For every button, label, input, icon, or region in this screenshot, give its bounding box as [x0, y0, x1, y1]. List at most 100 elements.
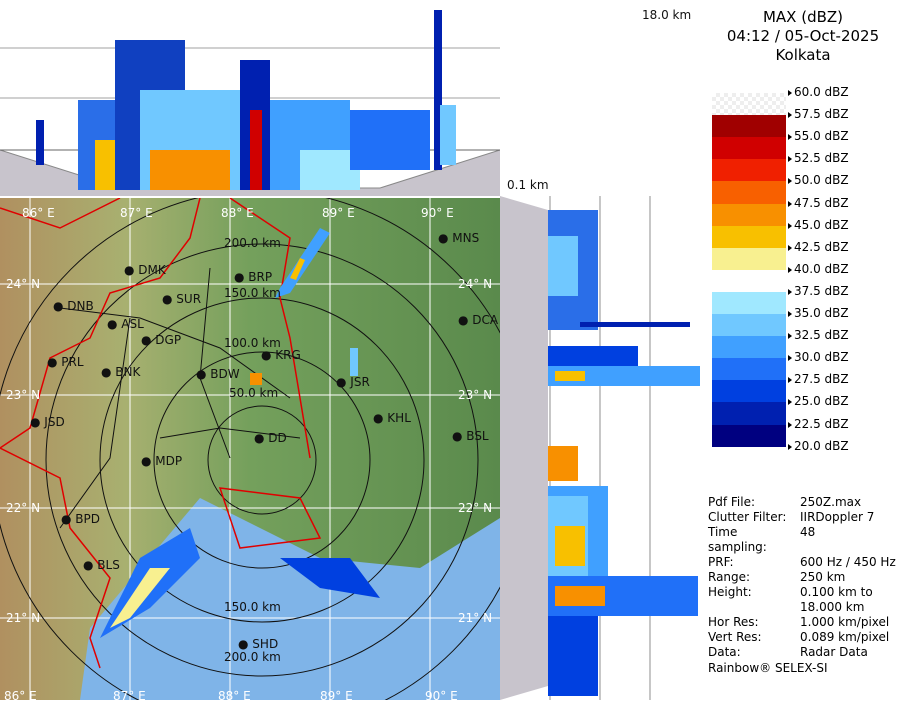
- city-marker: ● SUR: [162, 292, 202, 306]
- cross-section-top-plot: [0, 10, 501, 196]
- color-scale-label: 35.0 dBZ: [788, 306, 849, 320]
- color-scale-bin: [712, 247, 786, 271]
- lon-label: 88° E: [218, 689, 251, 700]
- district-borders: [59, 267, 301, 529]
- color-scale-bin: [712, 269, 786, 293]
- info-value: 600 Hz / 450 Hz: [800, 555, 896, 569]
- info-row: Data: Radar Data: [708, 645, 896, 660]
- product-info: Pdf File: 250Z.max Clutter Filter: IIRDoppl…: [708, 495, 896, 676]
- color-scale-label: 45.0 dBZ: [788, 218, 849, 232]
- product-datetime: 04:12 / 05-Oct-2025: [726, 27, 880, 45]
- info-key: Clutter Filter:: [708, 510, 787, 524]
- color-scale-label: 42.5 dBZ: [788, 240, 849, 254]
- city-marker: ● KHL: [373, 411, 411, 425]
- range-label: 200.0 km: [224, 236, 281, 250]
- color-scale-bin: [712, 115, 786, 138]
- city-marker: ● DCA: [458, 313, 499, 327]
- info-row: Time sampling: 48: [708, 525, 896, 555]
- radar-map[interactable]: 86° E 87° E 88° E 89° E 90° E 86° E 87° …: [0, 198, 500, 700]
- color-scale-label-text: 52.5 dBZ: [794, 151, 849, 166]
- info-key: Pdf File:: [708, 495, 756, 509]
- city-marker: ● ASL: [107, 317, 144, 331]
- info-key: Data:: [708, 645, 741, 659]
- lon-label: 90° E: [425, 689, 458, 700]
- color-scale-label-text: 50.0 dBZ: [794, 173, 849, 188]
- info-key: Height:: [708, 585, 752, 599]
- station-name: Kolkata: [775, 46, 831, 64]
- info-row: 18.000 km: [708, 600, 896, 615]
- lat-label: 23° N: [6, 388, 41, 402]
- color-scale-label: 60.0 dBZ: [788, 85, 849, 99]
- lon-label: 86° E: [4, 689, 37, 700]
- info-key: Range:: [708, 570, 751, 584]
- color-scale-label: 22.5 dBZ: [788, 417, 849, 431]
- city-marker: ● JSD: [30, 415, 65, 429]
- cross-section-side-plot: [500, 196, 708, 700]
- legend-header: MAX (dBZ) 04:12 / 05-Oct-2025 Kolkata: [700, 8, 906, 65]
- range-label: 200.0 km: [224, 650, 281, 664]
- color-scale-bin: [712, 137, 786, 160]
- info-key: Hor Res:: [708, 615, 759, 629]
- info-value: 250Z.max: [800, 495, 862, 509]
- city-marker: ● MDP: [141, 454, 183, 468]
- graticule: [0, 198, 500, 700]
- color-scale-label: 40.0 dBZ: [788, 262, 849, 276]
- color-scale-label: 57.5 dBZ: [788, 107, 849, 121]
- city-marker: ● PRL: [47, 355, 84, 369]
- color-scale-label-text: 20.0 dBZ: [794, 438, 849, 453]
- color-scale-label: 25.0 dBZ: [788, 394, 849, 408]
- city-marker: ● BDW: [196, 367, 240, 381]
- lat-label: 24° N: [6, 277, 41, 291]
- color-scale-label-text: 32.5 dBZ: [794, 328, 849, 343]
- color-scale-bin: [712, 314, 786, 337]
- city-marker: ● JSR: [336, 375, 370, 389]
- lon-label: 87° E: [113, 689, 146, 700]
- cross-section-max-height: 18.0 km: [642, 8, 692, 22]
- color-scale-label: 52.5 dBZ: [788, 151, 849, 165]
- color-scale-label-text: 27.5 dBZ: [794, 372, 849, 387]
- color-scale-label: 27.5 dBZ: [788, 372, 849, 386]
- color-scale-label: 32.5 dBZ: [788, 328, 849, 342]
- color-scale-label-text: 55.0 dBZ: [794, 129, 849, 144]
- city-marker: ● DMK: [124, 263, 166, 277]
- color-scale-label: 55.0 dBZ: [788, 129, 849, 143]
- info-value: 0.100 km to: [800, 585, 873, 599]
- radar-echoes: [100, 228, 380, 638]
- city-marker: ● DGP: [141, 333, 182, 347]
- color-scale-bin: [712, 93, 786, 116]
- range-label: 150.0 km: [224, 286, 281, 300]
- color-scale-label-text: 40.0 dBZ: [794, 261, 849, 276]
- color-scale-label-text: 47.5 dBZ: [794, 195, 849, 210]
- lat-label: 21° N: [458, 611, 493, 625]
- info-row: Hor Res: 1.000 km/pixel: [708, 615, 896, 630]
- lon-label: 86° E: [22, 206, 55, 220]
- info-value: 48: [800, 525, 816, 539]
- lat-label: 24° N: [458, 277, 493, 291]
- lat-label: 22° N: [458, 501, 493, 515]
- info-key: Time sampling:: [708, 525, 767, 554]
- east-west-cross-section: [500, 196, 708, 700]
- radar-ppi-map: [0, 198, 500, 700]
- cross-section-min-height: 0.1 km: [507, 178, 549, 192]
- range-label: 150.0 km: [224, 600, 281, 614]
- color-scale-bin: [712, 291, 786, 315]
- city-marker: ● KRG: [261, 348, 301, 362]
- info-value: IIRDoppler 7: [800, 510, 875, 524]
- color-scale-bin: [712, 402, 786, 425]
- info-value: 1.000 km/pixel: [800, 615, 890, 629]
- color-scale-label-text: 60.0 dBZ: [794, 85, 849, 99]
- color-scale-bin: [712, 203, 786, 227]
- color-scale-bin: [712, 358, 786, 381]
- city-marker: ● MNS: [438, 231, 480, 245]
- color-scale-bin: [712, 424, 786, 448]
- color-scale-label-text: 30.0 dBZ: [794, 350, 849, 365]
- lon-label: 88° E: [221, 206, 254, 220]
- city-marker: ● BSL: [452, 429, 489, 443]
- lat-label: 22° N: [6, 501, 41, 515]
- city-marker: ● DNB: [53, 299, 94, 313]
- color-scale-label-text: 22.5 dBZ: [794, 416, 849, 431]
- info-value: 0.089 km/pixel: [800, 630, 890, 644]
- info-row: Range: 250 km: [708, 570, 896, 585]
- color-scale-label: 30.0 dBZ: [788, 350, 849, 364]
- color-scale-label: 50.0 dBZ: [788, 173, 849, 187]
